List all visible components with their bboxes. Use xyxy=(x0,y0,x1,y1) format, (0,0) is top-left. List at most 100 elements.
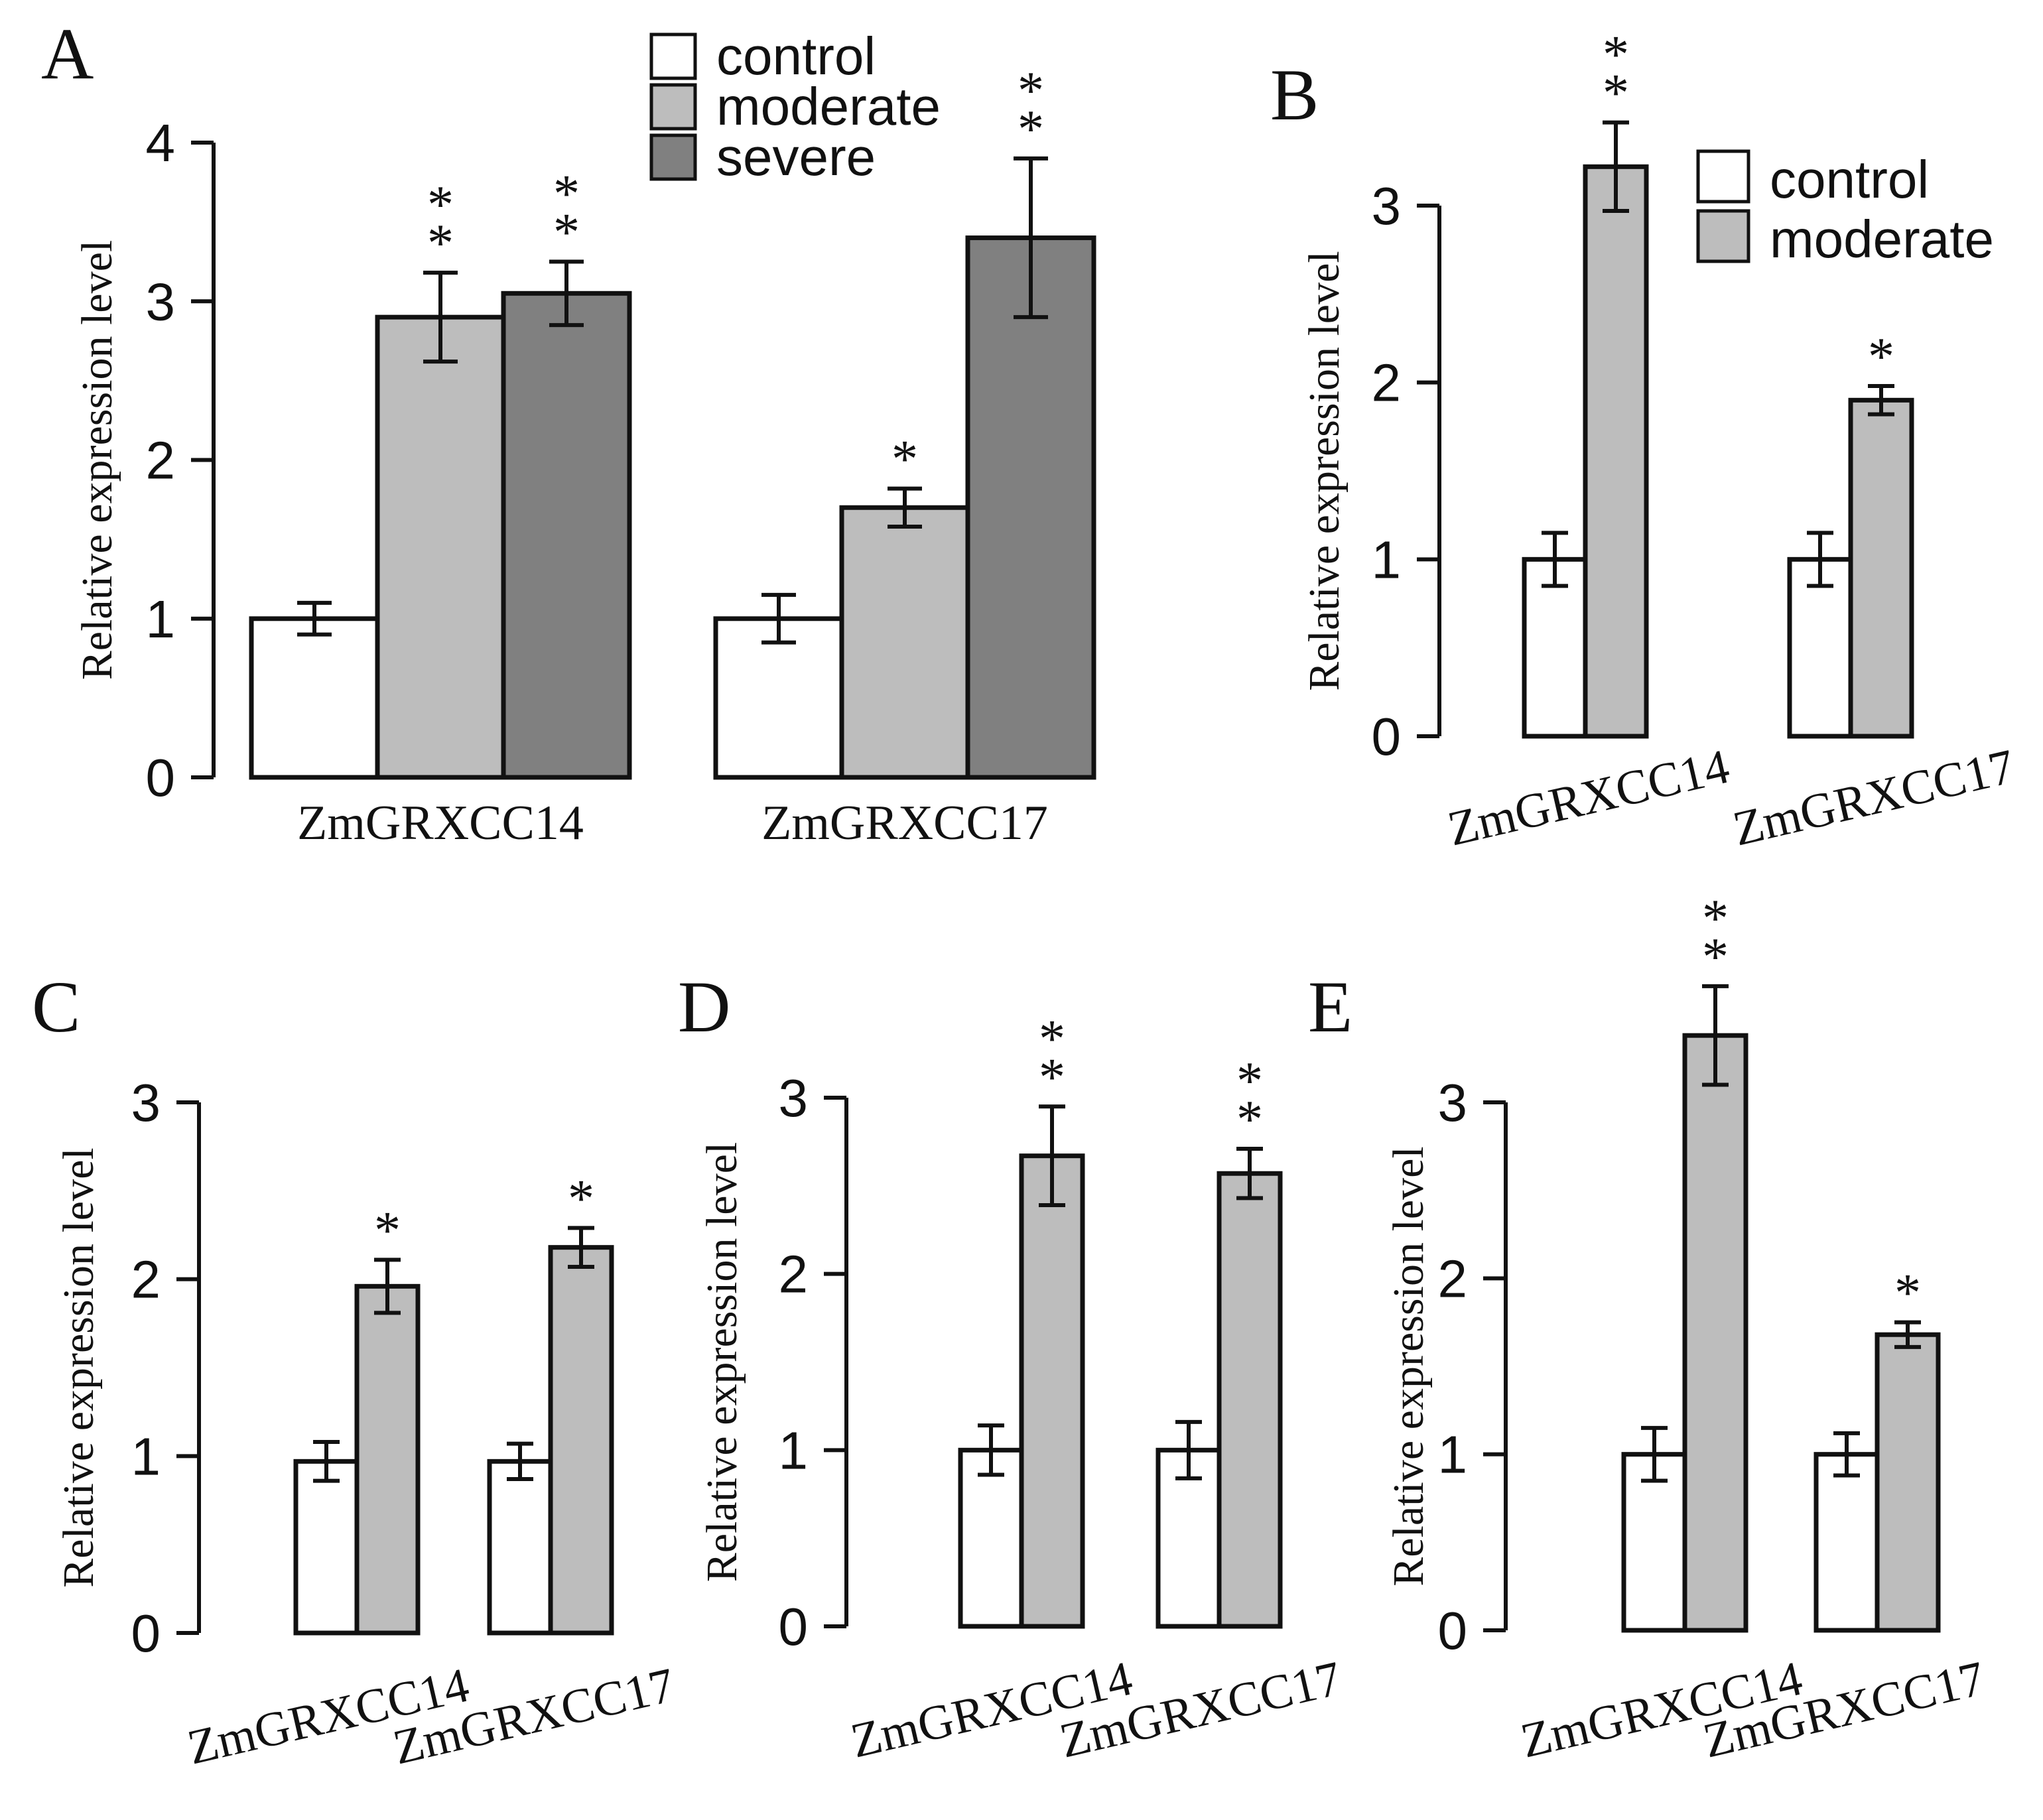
bar xyxy=(965,235,1096,780)
asterisk: * xyxy=(568,1169,594,1228)
y-tick-label: 2 xyxy=(779,1245,809,1304)
significance-mark: * xyxy=(891,430,918,489)
significance-mark: ** xyxy=(1039,1009,1065,1106)
y-tick-label: 3 xyxy=(146,272,176,331)
significance-mark: ** xyxy=(1603,26,1629,123)
significance-mark: * xyxy=(1894,1264,1921,1323)
legend-swatch xyxy=(649,83,697,131)
significance-mark: * xyxy=(568,1169,594,1228)
asterisk: * xyxy=(1018,100,1044,159)
asterisk: * xyxy=(1039,1048,1065,1106)
asterisk: * xyxy=(374,1201,401,1260)
y-tick-label: 0 xyxy=(779,1597,809,1656)
legend-swatch xyxy=(649,133,697,181)
legend-label: control xyxy=(1770,150,1929,209)
significance-mark: ** xyxy=(1702,889,1729,986)
asterisk: * xyxy=(1894,1264,1921,1323)
asterisk: * xyxy=(1702,889,1729,948)
asterisk: * xyxy=(1702,928,1729,986)
asterisk: * xyxy=(1236,1052,1263,1110)
bar xyxy=(354,1283,421,1636)
asterisk: * xyxy=(1236,1090,1263,1149)
significance-mark: * xyxy=(374,1201,401,1260)
bar xyxy=(1875,1332,1941,1633)
bar xyxy=(487,1459,553,1636)
y-tick-label: 3 xyxy=(1372,176,1402,235)
bar xyxy=(1787,556,1853,739)
y-tick-label: 0 xyxy=(131,1604,161,1663)
significance-mark: ** xyxy=(553,164,580,261)
y-tick-label: 3 xyxy=(131,1073,161,1132)
y-axis-label: Relative expression level xyxy=(698,1142,746,1582)
asterisk: * xyxy=(427,176,454,234)
panel-letter: D xyxy=(678,966,730,1047)
y-tick-label: 0 xyxy=(1372,707,1402,766)
category-label: ZmGRXCC14 xyxy=(297,796,584,850)
asterisk: * xyxy=(427,214,454,273)
category-label: ZmGRXCC14 xyxy=(1443,740,1734,857)
y-tick-label: 4 xyxy=(146,113,176,172)
y-tick-label: 1 xyxy=(131,1427,161,1486)
bar xyxy=(1848,397,1914,739)
category-label: ZmGRXCC17 xyxy=(761,796,1048,850)
bar xyxy=(249,616,380,780)
y-tick-label: 2 xyxy=(1438,1249,1468,1308)
y-axis-label: Relative expression level xyxy=(1300,251,1349,690)
asterisk: * xyxy=(1868,328,1894,386)
legend-label: moderate xyxy=(1770,210,1994,269)
asterisk: * xyxy=(1603,26,1629,84)
bar xyxy=(1019,1153,1085,1629)
y-axis-label: Relative expression level xyxy=(54,1147,103,1587)
legend-label: severe xyxy=(716,127,876,186)
bar xyxy=(1813,1452,1880,1633)
y-tick-label: 2 xyxy=(1372,354,1402,413)
y-tick-label: 2 xyxy=(146,431,176,490)
bar xyxy=(293,1459,360,1636)
asterisk: * xyxy=(1603,64,1629,123)
significance-mark: ** xyxy=(1236,1052,1263,1149)
y-tick-label: 3 xyxy=(779,1069,809,1128)
y-tick-label: 3 xyxy=(1438,1073,1468,1132)
bar xyxy=(1682,1033,1748,1633)
legend-label: control xyxy=(716,27,876,86)
y-tick-label: 1 xyxy=(146,590,176,649)
legend-swatch xyxy=(649,32,697,80)
asterisk: * xyxy=(1039,1009,1065,1068)
asterisk: * xyxy=(891,430,918,489)
y-tick-label: 0 xyxy=(146,748,176,807)
legend-swatch xyxy=(1696,209,1750,263)
panel-letter: C xyxy=(32,966,80,1047)
asterisk: * xyxy=(553,203,580,261)
significance-mark: ** xyxy=(427,176,454,273)
y-tick-label: 1 xyxy=(779,1421,809,1480)
panel-letter: A xyxy=(41,13,94,94)
bar xyxy=(375,314,506,780)
y-tick-label: 2 xyxy=(131,1250,161,1309)
panel-letter: E xyxy=(1308,966,1352,1047)
asterisk: * xyxy=(553,164,580,223)
bar xyxy=(1217,1171,1283,1629)
y-tick-label: 1 xyxy=(1438,1425,1468,1484)
asterisk: * xyxy=(1018,62,1044,120)
category-label: ZmGRXCC17 xyxy=(1728,740,2019,857)
y-tick-label: 0 xyxy=(1438,1601,1468,1660)
bar xyxy=(839,505,970,780)
significance-mark: * xyxy=(1868,328,1894,386)
significance-mark: ** xyxy=(1018,62,1044,159)
legend-swatch xyxy=(1696,149,1750,204)
y-tick-label: 1 xyxy=(1372,530,1402,589)
bar xyxy=(1583,164,1649,739)
y-axis-label: Relative expression level xyxy=(1384,1146,1433,1586)
bar xyxy=(501,291,632,780)
y-axis-label: Relative expression level xyxy=(73,240,121,680)
panel-letter: B xyxy=(1270,54,1319,135)
legend-label: moderate xyxy=(716,77,941,136)
